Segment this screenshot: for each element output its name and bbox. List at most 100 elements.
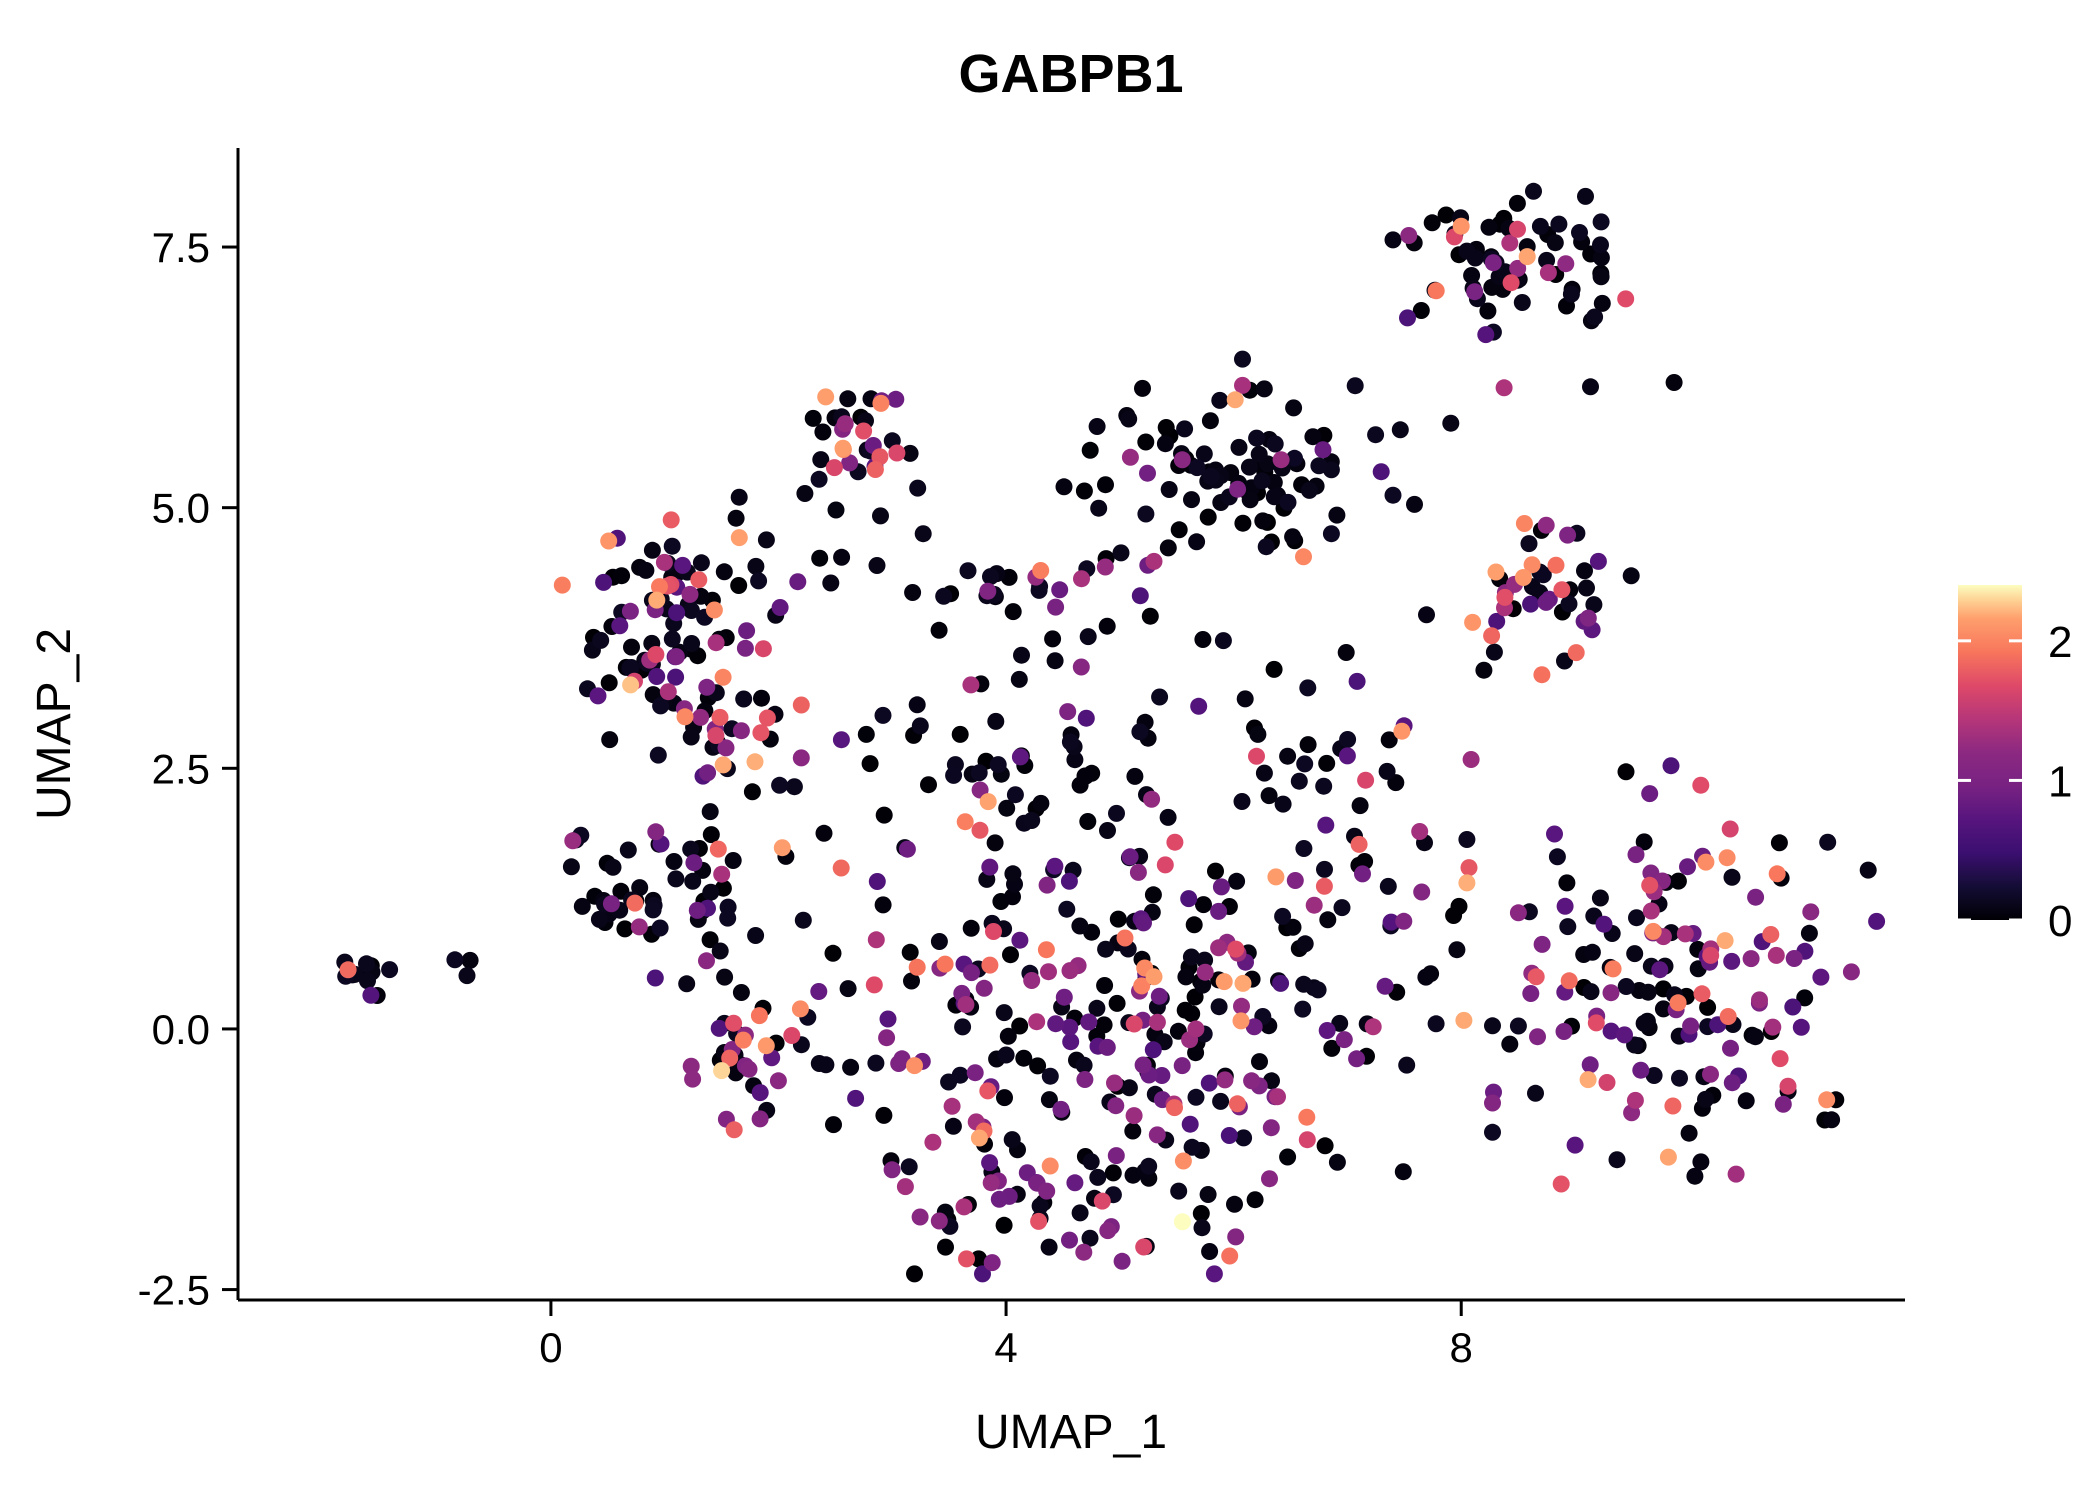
data-point	[1413, 883, 1431, 901]
data-point	[1032, 794, 1050, 812]
data-point	[1046, 652, 1064, 670]
data-point	[674, 556, 692, 574]
data-point	[1134, 1056, 1152, 1074]
data-point	[904, 584, 922, 601]
data-point	[1116, 929, 1134, 947]
data-point	[1582, 378, 1599, 396]
data-point	[769, 1072, 787, 1090]
data-point	[1723, 952, 1741, 970]
data-point	[1399, 309, 1416, 327]
data-point	[1227, 1228, 1245, 1246]
data-point	[1272, 451, 1290, 469]
data-point	[1272, 974, 1290, 992]
data-point	[740, 1060, 758, 1078]
data-point	[1548, 848, 1566, 866]
data-point	[1418, 606, 1435, 624]
data-point	[1527, 968, 1545, 986]
data-point	[1533, 666, 1551, 684]
data-point	[711, 942, 729, 960]
data-point	[1081, 441, 1099, 459]
data-point	[920, 776, 937, 794]
data-point	[999, 1027, 1017, 1045]
data-point	[1235, 1129, 1253, 1147]
data-point	[817, 388, 835, 406]
data-point	[647, 823, 665, 841]
data-point	[1131, 587, 1149, 605]
data-point	[834, 439, 852, 457]
data-point	[868, 557, 886, 574]
data-point	[1484, 1123, 1501, 1141]
data-point	[1585, 596, 1603, 614]
data-point	[1269, 1088, 1286, 1106]
data-point	[970, 764, 988, 782]
data-point	[1183, 491, 1200, 509]
data-point	[970, 1250, 988, 1268]
data-point	[936, 955, 954, 973]
data-point	[1671, 1069, 1688, 1087]
data-point	[1523, 556, 1541, 574]
data-point	[1295, 548, 1312, 566]
data-point	[1274, 795, 1292, 813]
data-point	[721, 1049, 739, 1067]
data-point	[962, 676, 980, 694]
data-point	[1509, 1017, 1527, 1035]
data-point	[1737, 1092, 1755, 1110]
data-point	[1357, 771, 1375, 789]
data-point	[1592, 236, 1609, 254]
data-point	[1156, 856, 1174, 874]
data-point	[1391, 421, 1409, 439]
data-point	[898, 840, 916, 858]
data-point	[1556, 652, 1573, 670]
data-point	[812, 451, 830, 469]
data-point	[836, 415, 854, 433]
data-point	[701, 803, 719, 821]
data-point	[1693, 985, 1711, 1003]
data-point	[1099, 1222, 1117, 1240]
data-point	[683, 635, 701, 652]
data-point	[1137, 505, 1155, 523]
data-point	[1692, 1153, 1710, 1171]
data-point	[908, 696, 926, 714]
data-point	[839, 390, 857, 408]
data-point	[702, 826, 720, 844]
data-point	[1592, 268, 1610, 286]
data-point	[1241, 491, 1259, 509]
data-point	[1106, 1074, 1123, 1092]
data-point	[714, 756, 732, 774]
data-point	[1427, 282, 1445, 300]
data-point	[1098, 617, 1116, 635]
data-point	[709, 840, 727, 858]
data-point	[1243, 1072, 1261, 1090]
data-point	[1305, 896, 1323, 914]
data-point	[982, 568, 999, 586]
y-tick-label: 5.0	[152, 485, 210, 532]
data-point	[1314, 441, 1332, 459]
data-point	[1040, 1238, 1058, 1256]
data-point	[1576, 562, 1593, 580]
colorbar: 0 1 2	[1958, 585, 2072, 946]
data-point	[1635, 833, 1653, 851]
data-point	[1088, 999, 1106, 1017]
data-point	[1010, 670, 1028, 688]
data-point	[1514, 569, 1532, 586]
data-point	[1635, 1014, 1653, 1032]
data-point	[747, 557, 765, 575]
data-point	[1040, 1091, 1058, 1109]
data-point	[1295, 840, 1313, 857]
data-point	[874, 706, 892, 724]
data-point	[1228, 872, 1246, 890]
data-point	[1279, 493, 1297, 511]
data-point	[1376, 977, 1394, 995]
data-point	[1513, 294, 1531, 311]
data-point	[1137, 433, 1155, 451]
data-point	[613, 567, 631, 585]
data-point	[1322, 525, 1340, 543]
data-point	[825, 1116, 842, 1134]
data-point	[1071, 1204, 1089, 1222]
data-point	[1173, 451, 1191, 469]
axes-layer: 0 4 8 -2.5 0.0 2.5 5.0 7.5	[138, 148, 1905, 1371]
data-point	[362, 986, 380, 1004]
data-point	[1192, 1205, 1210, 1222]
data-point	[678, 975, 696, 993]
data-point	[1246, 1191, 1264, 1209]
